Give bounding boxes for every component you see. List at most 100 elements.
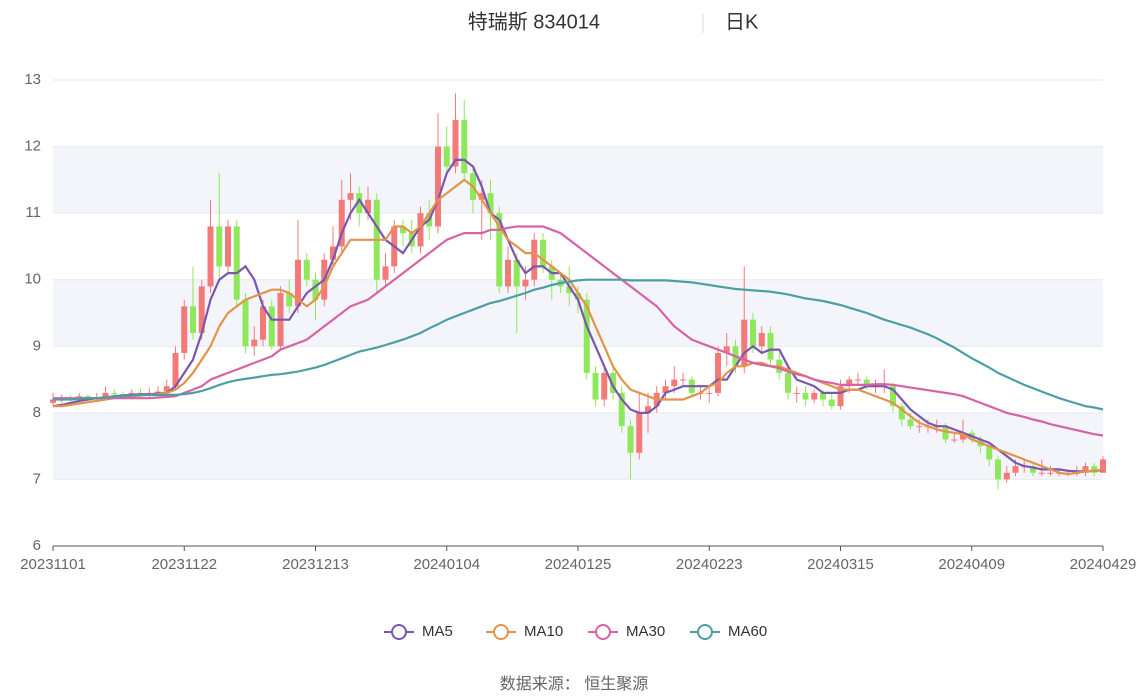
candle-body: [540, 239, 546, 267]
candle-body: [645, 406, 651, 413]
candle-body: [907, 419, 914, 427]
candle-body: [723, 346, 730, 353]
candle-body: [758, 332, 765, 347]
candle-body: [592, 372, 599, 400]
candle-body: [461, 119, 468, 174]
candle-body: [706, 392, 713, 394]
candle-body: [111, 392, 118, 395]
candle-body: [828, 399, 835, 407]
candle-body: [1100, 459, 1106, 473]
candle-body: [242, 299, 249, 347]
candle-body: [601, 372, 608, 400]
candle-body: [303, 259, 310, 280]
candle-body: [347, 193, 354, 200]
y-tick-label: 13: [24, 71, 41, 88]
candle-body: [513, 259, 520, 287]
candle-body: [417, 213, 424, 247]
ma-line: [53, 178, 1104, 476]
y-tick-label: 9: [33, 337, 41, 354]
y-tick-label: 8: [33, 404, 41, 421]
y-tick-label: 12: [24, 138, 41, 155]
candle-body: [890, 386, 896, 407]
candle-body: [662, 386, 669, 393]
legend-marker: [595, 624, 611, 640]
candle-body: [330, 246, 336, 260]
candle-body: [986, 446, 993, 460]
legend-label: MA30: [626, 623, 665, 640]
candle-body: [618, 392, 625, 427]
candle-body: [312, 279, 319, 300]
candle-body: [207, 226, 214, 287]
candle-body: [1091, 466, 1098, 473]
candle-body: [855, 379, 861, 381]
x-tick-label: 20240223: [676, 556, 743, 573]
legend-item: MA30: [588, 623, 665, 640]
candle-body: [190, 306, 196, 333]
ma-line: [53, 278, 1104, 411]
candle-body: [198, 286, 205, 333]
candle-body: [443, 146, 450, 167]
candle-body: [531, 239, 538, 280]
candle-body: [680, 379, 686, 381]
x-tick-label: 20231101: [20, 556, 86, 573]
candle-body: [50, 399, 56, 403]
x-tick-label: 20240429: [1070, 556, 1137, 573]
legend-item: MA60: [690, 623, 767, 640]
candle-body: [820, 392, 826, 400]
y-tick-label: 11: [25, 204, 41, 221]
candle-body: [627, 426, 634, 453]
x-tick-label: 20240104: [413, 556, 480, 573]
candle-body: [767, 332, 774, 360]
candle-body: [811, 392, 818, 400]
candle-body: [837, 386, 844, 407]
candle-body: [155, 391, 161, 393]
candle-body: [216, 226, 223, 267]
candle-body: [1012, 466, 1019, 473]
legend-label: MA5: [422, 623, 453, 640]
legend-marker: [391, 624, 407, 640]
candle-body: [785, 372, 791, 393]
candle-body: [951, 439, 958, 441]
y-tick-label: 10: [24, 271, 41, 288]
x-tick-label: 20231213: [282, 556, 349, 573]
candle-body: [583, 299, 590, 373]
candle-body: [268, 306, 275, 347]
candle-body: [225, 226, 231, 267]
grid-band: [53, 146, 1103, 214]
candle-body: [1030, 466, 1036, 473]
candle-body: [356, 193, 363, 214]
candle-body: [400, 226, 406, 234]
candle-body: [260, 306, 266, 340]
legend-label: MA60: [728, 623, 767, 640]
candle-body: [750, 319, 756, 347]
candle-body: [452, 119, 459, 167]
candle-body: [741, 319, 748, 367]
x-tick-label: 20240409: [938, 556, 1005, 573]
x-tick-label: 20240315: [807, 556, 874, 573]
candle-body: [478, 193, 485, 200]
legend-marker: [697, 624, 713, 640]
candle-body: [365, 199, 371, 214]
candle-body: [522, 279, 529, 287]
candle-body: [916, 426, 923, 428]
candle-body: [942, 426, 949, 440]
ma-line: [52, 158, 1104, 473]
candle-body: [1003, 472, 1010, 480]
candle-body: [102, 392, 109, 397]
candle-body: [715, 352, 721, 393]
legend-item: MA5: [384, 623, 453, 640]
legend-marker: [493, 624, 509, 640]
candle-body: [671, 379, 678, 387]
candle-body: [793, 392, 800, 394]
chart-subtitle: 日K: [725, 11, 759, 33]
candle-body: [181, 306, 188, 353]
candle-body: [610, 372, 616, 393]
candle-body: [575, 293, 581, 300]
source-note: 数据来源： 恒生聚源: [500, 675, 648, 693]
candle-body: [846, 379, 853, 387]
candle-body: [286, 293, 293, 307]
candle-body: [1047, 472, 1054, 474]
y-tick-label: 7: [33, 470, 41, 487]
candle-body: [636, 412, 643, 453]
